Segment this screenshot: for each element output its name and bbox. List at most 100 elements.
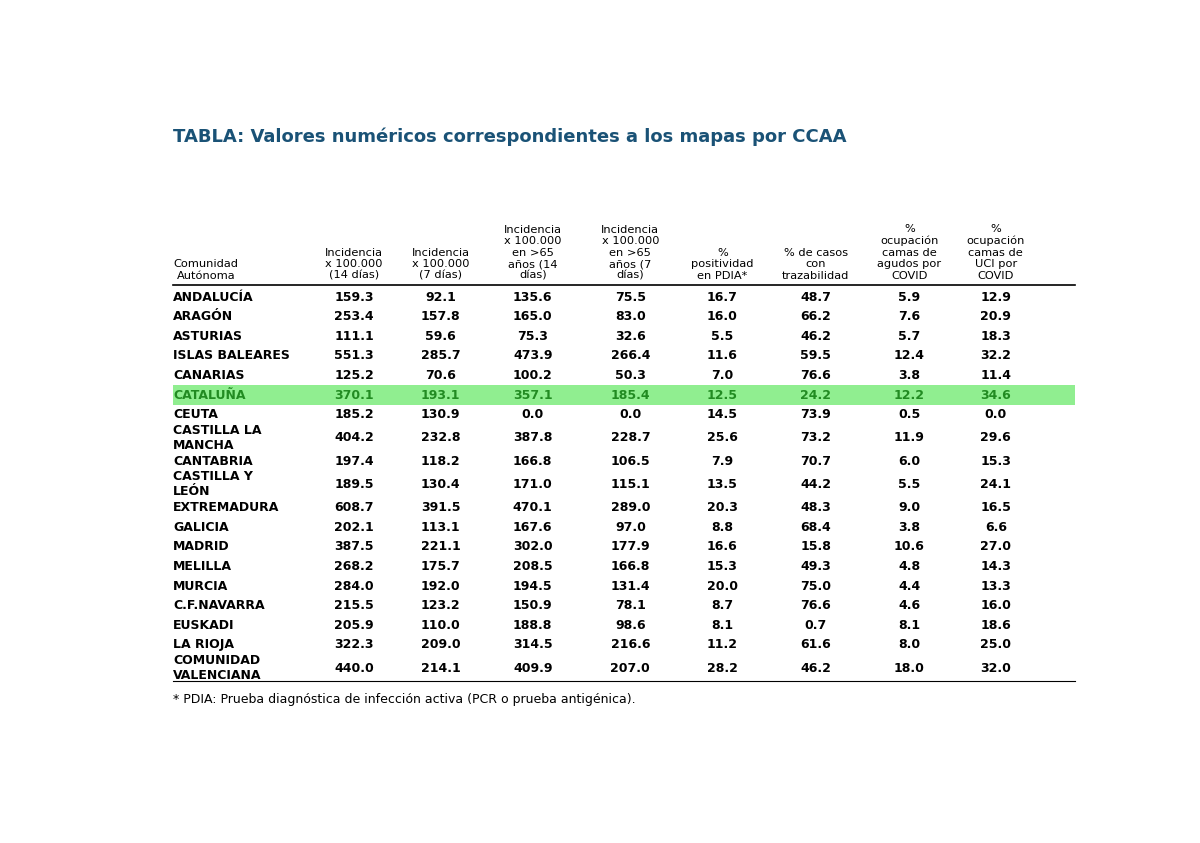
Text: 387.5: 387.5 xyxy=(335,540,374,553)
Text: 16.6: 16.6 xyxy=(707,540,738,553)
Text: 5.5: 5.5 xyxy=(899,478,920,491)
Text: 357.1: 357.1 xyxy=(512,389,552,401)
Text: 404.2: 404.2 xyxy=(335,432,374,444)
Bar xyxy=(173,385,1075,405)
Text: 253.4: 253.4 xyxy=(335,310,374,324)
Text: 110.0: 110.0 xyxy=(421,619,461,631)
Text: 32.2: 32.2 xyxy=(980,350,1012,362)
Text: 48.7: 48.7 xyxy=(800,291,832,303)
Text: 48.3: 48.3 xyxy=(800,502,832,514)
Text: ARAGÓN: ARAGÓN xyxy=(173,310,233,324)
Text: 25.6: 25.6 xyxy=(707,432,738,444)
Text: 150.9: 150.9 xyxy=(512,599,552,612)
Text: 314.5: 314.5 xyxy=(512,638,552,652)
Text: 11.9: 11.9 xyxy=(894,432,925,444)
Text: 8.1: 8.1 xyxy=(899,619,920,631)
Text: 68.4: 68.4 xyxy=(800,521,832,534)
Text: Comunidad
Autónoma: Comunidad Autónoma xyxy=(173,260,239,281)
Text: 28.2: 28.2 xyxy=(707,662,738,674)
Text: ANDALUCÍA: ANDALUCÍA xyxy=(173,291,254,303)
Text: 20.3: 20.3 xyxy=(707,502,738,514)
Text: 34.6: 34.6 xyxy=(980,389,1012,401)
Text: 551.3: 551.3 xyxy=(335,350,374,362)
Text: 50.3: 50.3 xyxy=(614,369,646,382)
Text: 18.0: 18.0 xyxy=(894,662,925,674)
Text: 115.1: 115.1 xyxy=(611,478,650,491)
Text: 83.0: 83.0 xyxy=(614,310,646,324)
Text: %
ocupación
camas de
UCI por
COVID: % ocupación camas de UCI por COVID xyxy=(967,224,1025,281)
Text: 18.3: 18.3 xyxy=(980,330,1012,343)
Text: LA RIOJA: LA RIOJA xyxy=(173,638,234,652)
Text: 18.6: 18.6 xyxy=(980,619,1012,631)
Text: 8.7: 8.7 xyxy=(712,599,733,612)
Text: 214.1: 214.1 xyxy=(421,662,461,674)
Text: 75.3: 75.3 xyxy=(517,330,548,343)
Text: 188.8: 188.8 xyxy=(514,619,552,631)
Text: 49.3: 49.3 xyxy=(800,560,832,573)
Text: 123.2: 123.2 xyxy=(421,599,461,612)
Text: 130.9: 130.9 xyxy=(421,408,461,422)
Text: 12.4: 12.4 xyxy=(894,350,925,362)
Text: 78.1: 78.1 xyxy=(614,599,646,612)
Text: 6.6: 6.6 xyxy=(985,521,1007,534)
Text: 266.4: 266.4 xyxy=(611,350,650,362)
Text: 197.4: 197.4 xyxy=(335,454,374,468)
Text: 20.0: 20.0 xyxy=(707,579,738,593)
Text: 470.1: 470.1 xyxy=(512,502,552,514)
Text: Incidencia
x 100.000
en >65
años (7
días): Incidencia x 100.000 en >65 años (7 días… xyxy=(601,224,659,281)
Text: 14.5: 14.5 xyxy=(707,408,738,422)
Text: 0.0: 0.0 xyxy=(985,408,1007,422)
Text: C.F.NAVARRA: C.F.NAVARRA xyxy=(173,599,265,612)
Text: 284.0: 284.0 xyxy=(335,579,374,593)
Text: CASTILLA Y
LEÓN: CASTILLA Y LEÓN xyxy=(173,470,253,498)
Text: 5.5: 5.5 xyxy=(712,330,733,343)
Text: 228.7: 228.7 xyxy=(611,432,650,444)
Text: 185.4: 185.4 xyxy=(611,389,650,401)
Text: 15.3: 15.3 xyxy=(980,454,1012,468)
Text: 0.0: 0.0 xyxy=(522,408,544,422)
Text: 302.0: 302.0 xyxy=(512,540,552,553)
Text: MURCIA: MURCIA xyxy=(173,579,228,593)
Text: Incidencia
x 100.000
en >65
años (14
días): Incidencia x 100.000 en >65 años (14 día… xyxy=(504,224,562,281)
Text: 125.2: 125.2 xyxy=(335,369,374,382)
Text: 111.1: 111.1 xyxy=(335,330,374,343)
Text: 11.2: 11.2 xyxy=(707,638,738,652)
Text: 24.1: 24.1 xyxy=(980,478,1012,491)
Text: 92.1: 92.1 xyxy=(425,291,456,303)
Text: 13.5: 13.5 xyxy=(707,478,738,491)
Text: 175.7: 175.7 xyxy=(421,560,461,573)
Text: 46.2: 46.2 xyxy=(800,662,832,674)
Text: 215.5: 215.5 xyxy=(335,599,374,612)
Text: 157.8: 157.8 xyxy=(421,310,461,324)
Text: 5.9: 5.9 xyxy=(899,291,920,303)
Text: 0.7: 0.7 xyxy=(805,619,827,631)
Text: ISLAS BALEARES: ISLAS BALEARES xyxy=(173,350,290,362)
Text: 194.5: 194.5 xyxy=(512,579,552,593)
Text: %
positividad
en PDIA*: % positividad en PDIA* xyxy=(691,248,754,281)
Text: 76.6: 76.6 xyxy=(800,369,832,382)
Text: EUSKADI: EUSKADI xyxy=(173,619,235,631)
Text: %
ocupación
camas de
agudos por
COVID: % ocupación camas de agudos por COVID xyxy=(877,224,942,281)
Text: 440.0: 440.0 xyxy=(335,662,374,674)
Text: 5.7: 5.7 xyxy=(899,330,920,343)
Text: 207.0: 207.0 xyxy=(611,662,650,674)
Text: 216.6: 216.6 xyxy=(611,638,650,652)
Text: 32.0: 32.0 xyxy=(980,662,1012,674)
Text: 16.0: 16.0 xyxy=(980,599,1012,612)
Text: 7.9: 7.9 xyxy=(712,454,733,468)
Text: 14.3: 14.3 xyxy=(980,560,1012,573)
Text: 76.6: 76.6 xyxy=(800,599,832,612)
Text: 100.2: 100.2 xyxy=(512,369,552,382)
Text: 16.5: 16.5 xyxy=(980,502,1012,514)
Text: 10.6: 10.6 xyxy=(894,540,925,553)
Text: 98.6: 98.6 xyxy=(616,619,646,631)
Text: 13.3: 13.3 xyxy=(980,579,1012,593)
Text: CANTABRIA: CANTABRIA xyxy=(173,454,253,468)
Text: 391.5: 391.5 xyxy=(421,502,461,514)
Text: 159.3: 159.3 xyxy=(335,291,374,303)
Text: 8.8: 8.8 xyxy=(712,521,733,534)
Text: 12.5: 12.5 xyxy=(707,389,738,401)
Text: 27.0: 27.0 xyxy=(980,540,1012,553)
Text: 165.0: 165.0 xyxy=(512,310,552,324)
Text: 59.6: 59.6 xyxy=(425,330,456,343)
